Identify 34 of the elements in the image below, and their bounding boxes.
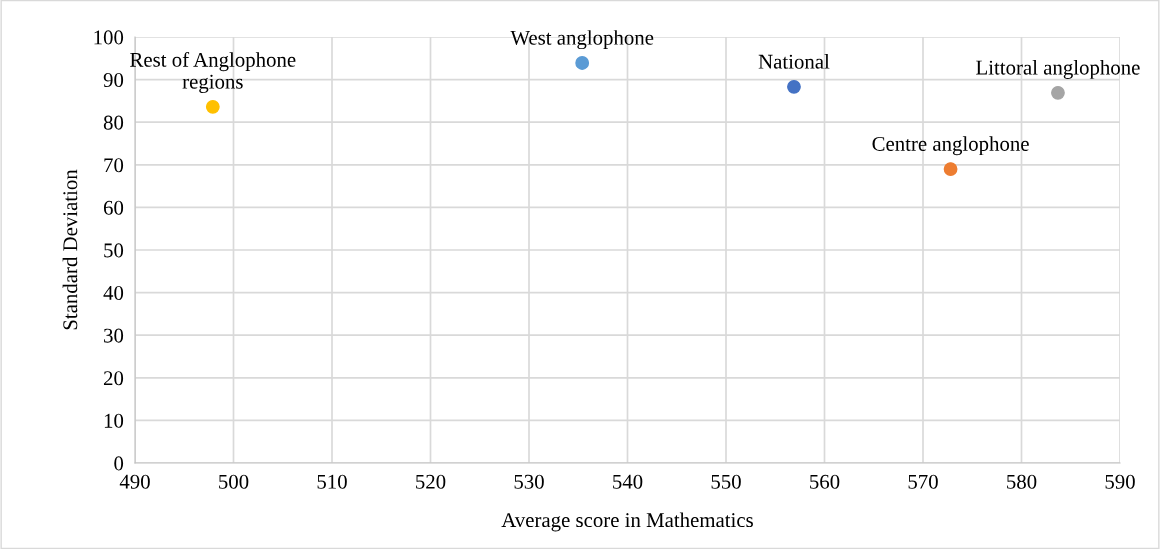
series-label: National	[758, 54, 830, 69]
y-tick-label: 90	[103, 72, 124, 88]
y-tick-label: 50	[104, 243, 124, 258]
y-tick-label: 10	[104, 413, 124, 428]
y-tick-label: 0	[114, 456, 124, 471]
point	[943, 162, 958, 176]
point	[575, 56, 590, 70]
x-tick-label: 560	[810, 474, 840, 489]
y-tick-label: 60	[103, 200, 124, 215]
y-tick-label: 80	[103, 115, 124, 130]
y-tick-label: 40	[103, 285, 124, 301]
x-tick-label: 500	[219, 474, 249, 489]
series-label: West anglophone	[510, 30, 654, 50]
x-tick-label: 590	[1105, 474, 1135, 489]
point	[205, 99, 220, 114]
point	[1051, 85, 1065, 100]
y-axis-title: Standard Deviation	[62, 169, 78, 330]
series-label: Centre anglophone	[872, 136, 1029, 156]
y-tick-label: 70	[104, 158, 124, 173]
y-tick-label: 100	[94, 30, 124, 45]
x-tick-label: 530	[514, 474, 544, 489]
x-axis-title: Average score in Mathematics	[501, 512, 753, 532]
x-tick-label: 510	[317, 474, 347, 489]
y-tick-label: 20	[103, 371, 124, 386]
y-tick-label: 30	[104, 328, 124, 343]
x-tick-label: 550	[711, 474, 741, 489]
point	[787, 79, 801, 94]
x-tick-label: 580	[1007, 474, 1037, 489]
series-label: Rest of Anglophone regions	[130, 51, 296, 93]
series-label: Littoral anglophone	[976, 59, 1140, 79]
x-tick-label: 520	[416, 474, 446, 489]
x-tick-label: 490	[119, 474, 150, 489]
x-tick-label: 570	[908, 474, 938, 489]
x-tick-label: 540	[613, 474, 643, 489]
